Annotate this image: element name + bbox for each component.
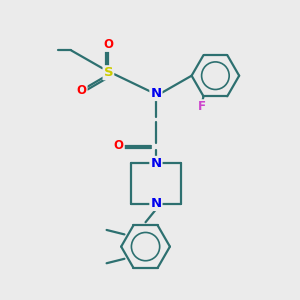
Text: F: F — [198, 100, 206, 113]
Text: N: N — [150, 197, 161, 210]
Text: N: N — [150, 157, 161, 170]
Text: O: O — [76, 84, 87, 97]
Text: S: S — [103, 66, 113, 79]
Text: N: N — [150, 87, 161, 100]
Text: O: O — [114, 139, 124, 152]
Text: O: O — [103, 38, 113, 51]
